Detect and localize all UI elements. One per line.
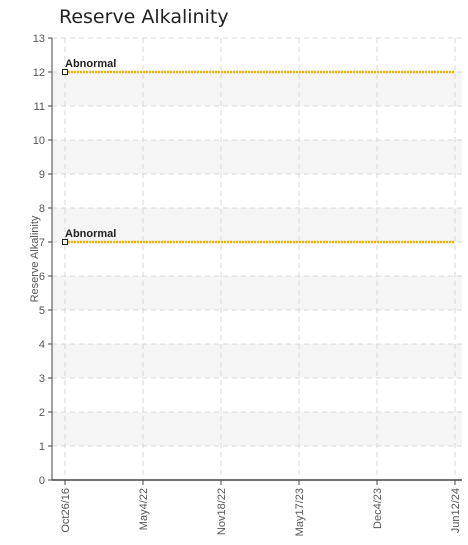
grid-band	[52, 208, 462, 242]
annotation-label: Abnormal	[65, 58, 116, 70]
y-tick-label: 0	[39, 475, 45, 487]
y-tick-label: 4	[39, 339, 45, 351]
grid-band	[52, 72, 462, 106]
data-point	[62, 239, 68, 245]
y-tick-label: 13	[33, 33, 45, 45]
grid-band	[52, 412, 462, 446]
x-tick-label: Dec4/23	[372, 488, 384, 529]
y-tick-label: 1	[39, 441, 45, 453]
y-tick-label: 3	[39, 373, 45, 385]
y-tick-label: 9	[39, 169, 45, 181]
chart-title: Reserve Alkalinity	[59, 6, 229, 28]
y-tick-label: 6	[39, 271, 45, 283]
y-tick-label: 11	[34, 101, 45, 113]
x-tick-label: May4/22	[138, 488, 150, 530]
annotation-label: Abnormal	[65, 228, 116, 240]
x-tick-label: May17/23	[294, 488, 306, 536]
y-tick-label: 5	[39, 305, 45, 317]
y-tick-label: 12	[33, 67, 45, 79]
x-tick-label: Jun12/24	[450, 488, 462, 533]
grid-band	[52, 344, 462, 378]
y-axis-label: Reserve Alkalinity	[29, 215, 41, 302]
y-tick-label: 8	[39, 203, 45, 215]
x-tick-label: Oct26/16	[60, 488, 72, 533]
y-tick-label: 7	[39, 237, 45, 249]
y-tick-label: 2	[39, 407, 45, 419]
grid-band	[52, 276, 462, 310]
y-tick-label: 10	[33, 135, 45, 147]
grid-band	[52, 140, 462, 174]
data-point	[62, 69, 68, 75]
x-tick-label: Nov18/22	[216, 488, 228, 535]
